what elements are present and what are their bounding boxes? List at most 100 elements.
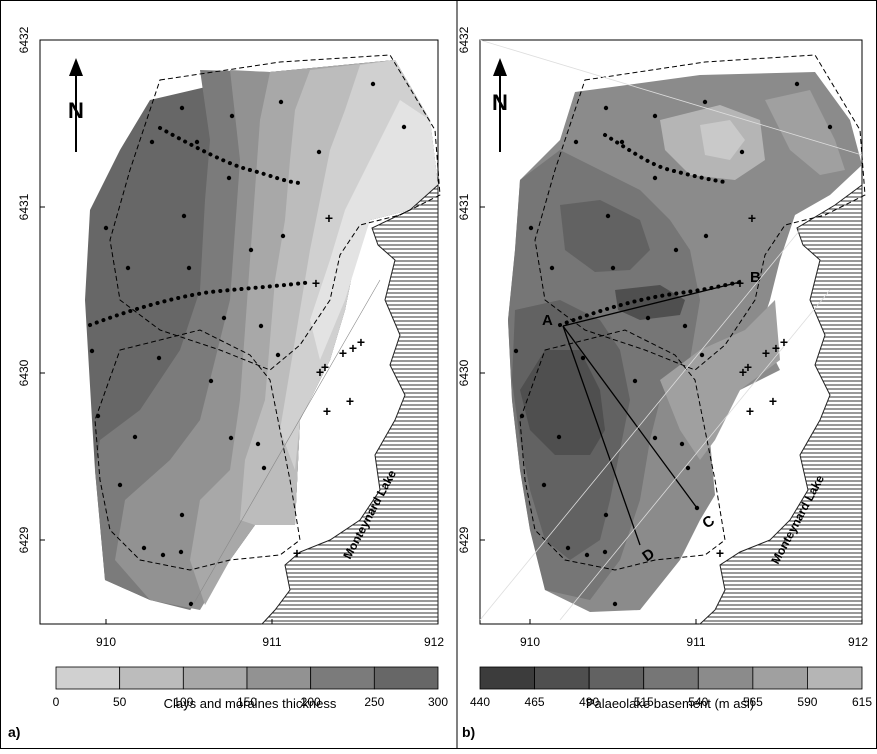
cross-marker: + [339, 345, 347, 361]
cross-marker: + [780, 334, 788, 350]
basement-contours-b [508, 72, 862, 612]
borehole [401, 124, 407, 130]
north-arrow-icon [69, 58, 83, 76]
borehole [739, 149, 745, 155]
seismic-line-1-b [603, 133, 727, 184]
cross-marker: + [748, 210, 756, 226]
cross-marker: + [321, 359, 329, 375]
x-axis-b: 910 911 912 [520, 635, 868, 649]
legend-tick: 200 [301, 695, 321, 709]
legend-b: 440 465 490 515 540 565 590 615 [470, 666, 872, 709]
borehole [702, 99, 708, 105]
x-tick: 912 [424, 635, 444, 649]
x-tick: 910 [520, 635, 540, 649]
borehole [612, 601, 618, 607]
borehole [278, 99, 284, 105]
panel-label-b: b) [462, 724, 475, 740]
profile-a-c [562, 325, 698, 509]
borehole [208, 378, 214, 384]
legend-swatch [119, 666, 184, 690]
guide-lines-b [479, 39, 863, 621]
borehole [549, 265, 555, 271]
borehole [95, 413, 101, 419]
boreholes-b [513, 81, 833, 607]
borehole [261, 465, 267, 471]
boreholes-a [89, 81, 407, 607]
cross-marker: + [716, 545, 724, 561]
x-tick: 910 [96, 635, 116, 649]
borehole [610, 265, 616, 271]
legend-tick: 50 [113, 695, 127, 709]
borehole [117, 482, 123, 488]
band-0 [310, 100, 438, 360]
borehole [682, 323, 688, 329]
borehole [248, 247, 254, 253]
borehole [541, 482, 547, 488]
borehole [685, 465, 691, 471]
profile-a-b [562, 281, 741, 327]
panel-a: Monteynard Lake [8, 26, 448, 740]
y-tick: 6432 [457, 26, 471, 53]
legend-tick: 440 [470, 695, 490, 709]
borehole [188, 601, 194, 607]
y-tick: 6429 [457, 526, 471, 553]
borehole [513, 348, 519, 354]
seismic-line-1-a [158, 126, 302, 185]
legend-swatch [373, 666, 439, 690]
cross-marker: + [769, 393, 777, 409]
borehole [275, 352, 281, 358]
legend-swatch [807, 666, 863, 690]
borehole [565, 545, 571, 551]
cross-marker: + [736, 275, 744, 291]
tick-marks-b [480, 206, 863, 624]
legend-swatch [643, 666, 699, 690]
borehole [179, 512, 185, 518]
legend-swatch [55, 666, 121, 690]
y-tick: 6429 [17, 526, 31, 553]
borehole [679, 441, 685, 447]
borehole [603, 512, 609, 518]
legend-tick: 465 [525, 695, 545, 709]
legend-a: 0 50 100 150 200 250 300 [53, 666, 448, 709]
legend-title-b: Palaeolake basement (m asl) [586, 696, 754, 711]
legend-tick: 590 [797, 695, 817, 709]
cross-marker: + [293, 545, 301, 561]
legend-swatch [246, 666, 312, 690]
band-565-east [660, 300, 780, 460]
thickness-contours-a [85, 60, 438, 610]
borehole [194, 139, 200, 145]
y-tick: 6431 [17, 193, 31, 220]
north-arrow-icon [493, 58, 507, 76]
borehole [794, 81, 800, 87]
borehole [584, 552, 590, 558]
cross-marker: + [762, 345, 770, 361]
profile-a-d [562, 325, 641, 546]
dashed-outline-south-a [94, 329, 301, 571]
legend-tick: 100 [173, 695, 193, 709]
cross-marker: + [349, 340, 357, 356]
borehole [316, 149, 322, 155]
profile-label-b: B [750, 269, 761, 286]
borehole [226, 175, 232, 181]
north-arrow-a: N [68, 58, 84, 152]
y-axis-a: 6432 6431 6430 6429 [17, 26, 31, 553]
y-tick: 6430 [17, 359, 31, 386]
borehole [652, 435, 658, 441]
borehole [160, 552, 166, 558]
seismic-line-2-a [88, 280, 314, 327]
tick-marks-a [40, 206, 439, 624]
borehole [603, 105, 609, 111]
borehole [673, 247, 679, 253]
guide-line-a [189, 279, 381, 611]
north-arrow-b: N [492, 58, 508, 152]
x-tick: 912 [848, 635, 868, 649]
cross-marker: + [739, 364, 747, 380]
x-tick: 911 [686, 635, 705, 649]
legend-tick: 540 [688, 695, 708, 709]
borehole [178, 549, 184, 555]
borehole [519, 413, 525, 419]
seismic-line-2-b [558, 280, 742, 327]
borehole [255, 441, 261, 447]
borehole [89, 348, 95, 354]
borehole [258, 323, 264, 329]
